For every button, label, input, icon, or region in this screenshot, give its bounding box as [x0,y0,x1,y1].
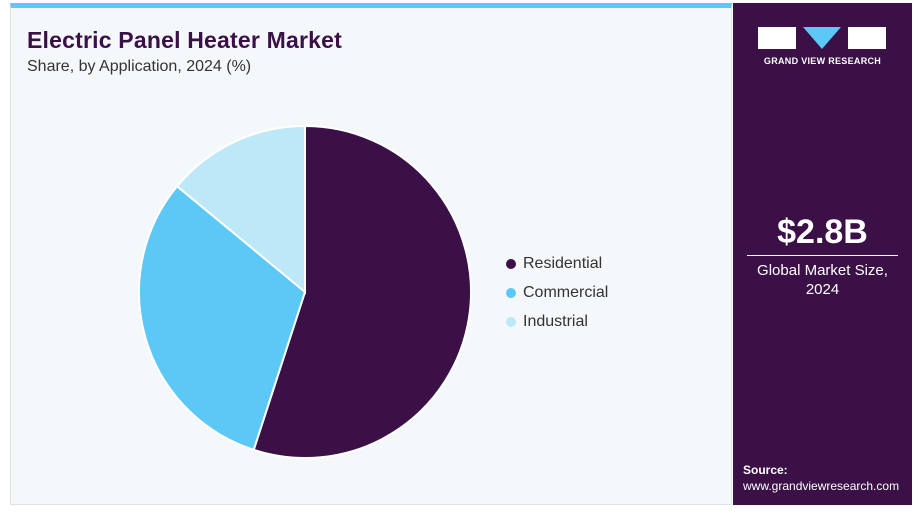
source-url: www.grandviewresearch.com [743,479,900,493]
legend-label: Residential [523,255,602,272]
legend-label: Commercial [523,284,608,301]
chart-subtitle: Share, by Application, 2024 (%) [27,58,252,75]
legend-marker [506,288,516,298]
logo [758,27,886,49]
chart-title: Electric Panel Heater Market [27,27,342,53]
legend-marker [506,259,516,269]
chart: Residential Commercial Industrial [138,124,608,459]
chart-card: Electric Panel Heater Market Share, by A… [10,3,732,505]
legend-marker [506,317,516,327]
legend-label: Industrial [523,313,588,330]
market-size-label: Global Market Size, 2024 [757,262,888,298]
sidebar: GRAND VIEW RESEARCH $2.8B Global Market … [733,3,912,505]
brand: GRAND VIEW RESEARCH [763,56,882,66]
market-size: $2.8B [777,213,868,251]
pie-slice [138,184,307,452]
pie-slice [252,124,472,459]
divider [747,255,898,256]
source-label: Source: [743,463,788,477]
pie-slice [175,124,306,295]
